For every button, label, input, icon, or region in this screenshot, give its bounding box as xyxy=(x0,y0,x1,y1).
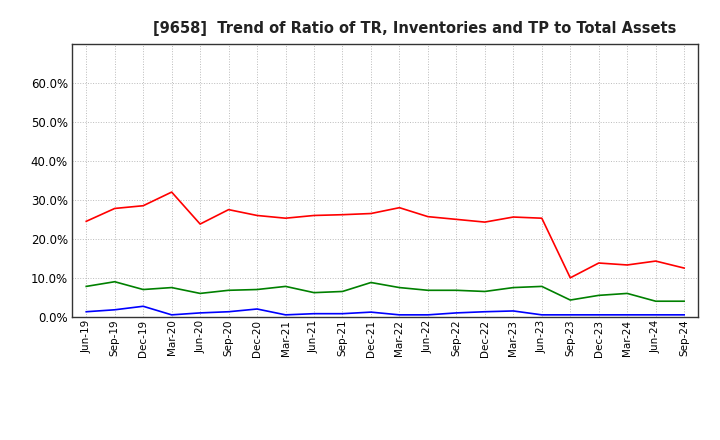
Trade Receivables xyxy=(82,219,91,224)
Inventories xyxy=(225,309,233,314)
Trade Payables xyxy=(480,289,489,294)
Inventories xyxy=(338,311,347,316)
Trade Payables xyxy=(110,279,119,284)
Trade Receivables xyxy=(680,265,688,271)
Inventories xyxy=(196,310,204,315)
Trade Payables xyxy=(253,287,261,292)
Inventories xyxy=(139,304,148,309)
Inventories xyxy=(110,307,119,312)
Trade Payables xyxy=(310,290,318,295)
Trade Receivables xyxy=(423,214,432,219)
Inventories xyxy=(395,312,404,318)
Trade Payables xyxy=(282,284,290,289)
Trade Payables xyxy=(196,291,204,296)
Trade Payables xyxy=(680,299,688,304)
Inventories xyxy=(366,309,375,315)
Inventories xyxy=(253,306,261,312)
Trade Receivables xyxy=(196,221,204,227)
Trade Payables xyxy=(452,288,461,293)
Trade Payables xyxy=(167,285,176,290)
Inventories xyxy=(282,312,290,318)
Inventories xyxy=(167,312,176,318)
Trade Receivables xyxy=(139,203,148,209)
Trade Payables xyxy=(652,299,660,304)
Line: Trade Payables: Trade Payables xyxy=(86,282,684,301)
Inventories xyxy=(82,309,91,314)
Inventories xyxy=(423,312,432,318)
Trade Payables xyxy=(338,289,347,294)
Inventories xyxy=(537,312,546,318)
Inventories xyxy=(595,312,603,318)
Line: Trade Receivables: Trade Receivables xyxy=(86,192,684,278)
Trade Receivables xyxy=(225,207,233,212)
Text: [9658]  Trend of Ratio of TR, Inventories and TP to Total Assets: [9658] Trend of Ratio of TR, Inventories… xyxy=(153,21,677,36)
Trade Payables xyxy=(366,280,375,285)
Trade Receivables xyxy=(623,262,631,268)
Trade Receivables xyxy=(338,212,347,217)
Inventories xyxy=(452,310,461,315)
Trade Receivables xyxy=(566,275,575,280)
Trade Receivables xyxy=(253,213,261,218)
Trade Receivables xyxy=(480,220,489,225)
Line: Inventories: Inventories xyxy=(86,306,684,315)
Trade Payables xyxy=(139,287,148,292)
Trade Payables xyxy=(395,285,404,290)
Inventories xyxy=(680,312,688,318)
Trade Receivables xyxy=(395,205,404,210)
Inventories xyxy=(310,311,318,316)
Inventories xyxy=(566,312,575,318)
Trade Payables xyxy=(623,291,631,296)
Trade Payables xyxy=(566,297,575,303)
Trade Receivables xyxy=(110,206,119,211)
Trade Receivables xyxy=(366,211,375,216)
Inventories xyxy=(652,312,660,318)
Trade Receivables xyxy=(167,190,176,195)
Trade Receivables xyxy=(595,260,603,266)
Inventories xyxy=(509,308,518,314)
Inventories xyxy=(480,309,489,314)
Trade Receivables xyxy=(452,217,461,222)
Inventories xyxy=(623,312,631,318)
Trade Receivables xyxy=(537,216,546,221)
Trade Payables xyxy=(595,293,603,298)
Trade Payables xyxy=(423,288,432,293)
Trade Receivables xyxy=(652,258,660,264)
Trade Payables xyxy=(225,288,233,293)
Trade Receivables xyxy=(282,216,290,221)
Trade Payables xyxy=(82,284,91,289)
Trade Receivables xyxy=(310,213,318,218)
Trade Payables xyxy=(537,284,546,289)
Trade Payables xyxy=(509,285,518,290)
Trade Receivables xyxy=(509,214,518,220)
